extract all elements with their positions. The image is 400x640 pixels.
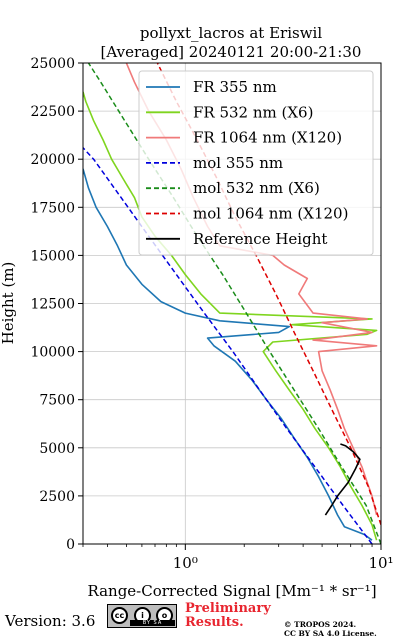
copyright-note: © TROPOS 2024. CC BY SA 4.0 License. — [284, 620, 377, 638]
chart-title: pollyxt_lacros at Eriswil — [140, 24, 322, 42]
cc-icon: cc — [111, 607, 128, 624]
y-axis-label: Height (m) — [0, 262, 17, 345]
y-tick-label: 0 — [66, 537, 75, 553]
legend-label-4: mol 532 nm (X6) — [193, 179, 320, 197]
legend-label-0: FR 355 nm — [193, 78, 277, 96]
preliminary-note: Preliminary Results. — [185, 602, 271, 630]
legend-label-6: Reference Height — [193, 230, 327, 248]
legend-label-2: FR 1064 nm (X120) — [193, 129, 342, 147]
y-tick-label: 2500 — [39, 489, 75, 505]
legend: FR 355 nm FR 532 nm (X6) FR 1064 nm (X120)… — [138, 70, 374, 256]
y-tick-label: 25000 — [30, 56, 75, 72]
x-tick-label: 10⁰ — [173, 554, 198, 572]
legend-label-3: mol 355 nm — [193, 154, 283, 172]
series-line-0 — [83, 168, 373, 541]
series-line-1 — [83, 91, 378, 541]
y-tick-label: 12500 — [30, 297, 75, 313]
y-tick-label: 15000 — [30, 248, 75, 264]
y-tick-label: 22500 — [30, 104, 75, 120]
y-tick-label: 7500 — [39, 393, 75, 409]
preliminary-line-1: Preliminary — [185, 601, 271, 616]
chart: pollyxt_lacros at Eriswil[Averaged] 2024… — [0, 24, 394, 600]
series-line-4 — [87, 63, 381, 544]
copyright-line-2: CC BY SA 4.0 License. — [284, 629, 377, 638]
version-label: Version: 3.6 — [5, 612, 96, 630]
y-tick-label: 20000 — [30, 152, 75, 168]
copyright-line-1: © TROPOS 2024. — [284, 620, 357, 629]
y-tick-label: 10000 — [30, 345, 75, 361]
legend-box — [138, 70, 374, 256]
series-line-3 — [83, 147, 373, 544]
y-tick-label: 5000 — [39, 441, 75, 457]
cc-license-badge: cc i o BY SA — [107, 604, 177, 628]
legend-label-5: mol 1064 nm (X120) — [193, 205, 348, 223]
chart-subtitle: [Averaged] 20240121 20:00-21:30 — [101, 43, 362, 61]
preliminary-line-2: Results. — [185, 615, 244, 630]
x-axis-label: Range-Corrected Signal [Mm⁻¹ * sr⁻¹] — [87, 582, 376, 600]
legend-label-1: FR 532 nm (X6) — [193, 103, 313, 121]
y-tick-label: 17500 — [30, 200, 75, 216]
series-line-6 — [324, 443, 361, 516]
x-tick-label: 10¹ — [368, 554, 393, 572]
cc-by-sa-strip: BY SA — [130, 620, 175, 626]
